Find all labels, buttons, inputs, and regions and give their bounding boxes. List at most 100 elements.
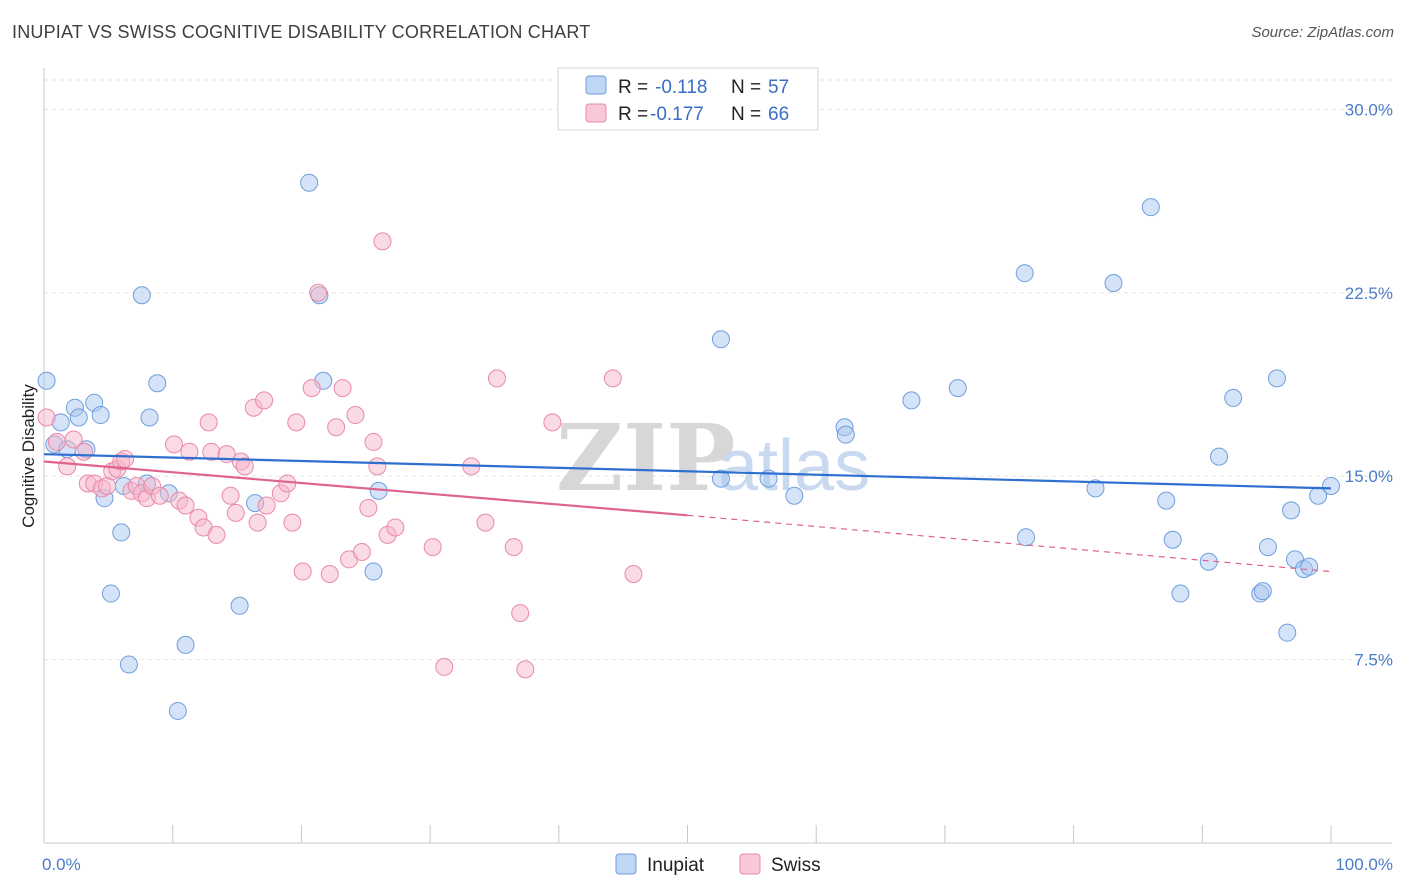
point-swiss-36 (257, 496, 276, 515)
series-legend: Inupiat Swiss (615, 853, 821, 876)
grid-lines (44, 79, 1392, 661)
legend-swatch-inupiat (615, 853, 637, 875)
point-swiss-3 (64, 430, 83, 449)
stats-r-value-inupiat: -0.118 (655, 77, 707, 98)
series-swiss (37, 232, 643, 679)
point-inupiat-34 (902, 391, 921, 410)
legend-label-swiss: Swiss (771, 855, 821, 876)
point-swiss-38 (278, 474, 297, 493)
stats-n-value-inupiat: 57 (768, 77, 789, 98)
point-inupiat-16 (140, 408, 159, 427)
point-inupiat-48 (1253, 582, 1272, 601)
point-inupiat-50 (1267, 369, 1286, 388)
axes (43, 68, 1392, 844)
point-swiss-29 (221, 486, 240, 505)
point-swiss-45 (327, 418, 346, 437)
point-inupiat-51 (1278, 623, 1297, 642)
point-swiss-64 (543, 413, 562, 432)
y-tick-label-3: 30.0% (1345, 100, 1393, 119)
point-inupiat-43 (1171, 584, 1190, 603)
point-inupiat-28 (711, 330, 730, 349)
point-inupiat-31 (785, 486, 804, 505)
point-inupiat-46 (1224, 388, 1243, 407)
source-label: Source: ZipAtlas.com (1251, 24, 1394, 41)
point-inupiat-19 (168, 701, 187, 720)
point-inupiat-52 (1282, 501, 1301, 520)
point-inupiat-23 (300, 173, 319, 192)
point-swiss-1 (47, 432, 66, 451)
point-inupiat-26 (364, 562, 383, 581)
y-axis-label: Cognitive Disability (19, 384, 38, 528)
point-swiss-18 (150, 486, 169, 505)
point-inupiat-8 (91, 406, 110, 425)
stats-swatch-inupiat (585, 75, 607, 95)
point-inupiat-13 (119, 655, 138, 674)
point-inupiat-42 (1163, 530, 1182, 549)
stats-n-label-inupiat: N = (731, 77, 761, 98)
point-swiss-43 (309, 283, 328, 302)
point-swiss-42 (302, 379, 321, 398)
point-swiss-40 (287, 413, 306, 432)
stats-r-label-swiss: R = (618, 104, 648, 125)
y-tick-label-1: 15.0% (1345, 467, 1393, 486)
point-swiss-51 (364, 432, 383, 451)
point-inupiat-11 (112, 523, 131, 542)
point-inupiat-35 (948, 379, 967, 398)
point-inupiat-0 (37, 371, 56, 390)
point-swiss-48 (346, 406, 365, 425)
point-swiss-53 (373, 232, 392, 251)
point-swiss-41 (293, 562, 312, 581)
data-points (37, 173, 1340, 720)
point-inupiat-20 (176, 635, 195, 654)
trend-line-inupiat (43, 453, 1332, 490)
stats-swatch-swiss (585, 103, 607, 123)
point-inupiat-49 (1258, 538, 1277, 557)
point-swiss-19 (164, 435, 183, 454)
point-swiss-62 (511, 604, 530, 623)
point-swiss-55 (386, 518, 405, 537)
stats-legend: R = -0.118 N = 57 R = -0.177 N = 66 (557, 67, 819, 131)
point-swiss-65 (603, 369, 622, 388)
point-swiss-27 (207, 525, 226, 544)
watermark: ZIP atlas (556, 404, 870, 512)
legend-swatch-swiss (739, 853, 761, 875)
point-swiss-34 (248, 513, 267, 532)
point-inupiat-14 (132, 286, 151, 305)
series-inupiat (37, 173, 1340, 720)
trend-line-swiss (43, 460, 688, 517)
watermark-zip: ZIP (556, 404, 735, 512)
point-swiss-44 (320, 564, 339, 583)
point-swiss-39 (283, 513, 302, 532)
point-inupiat-45 (1210, 447, 1229, 466)
point-swiss-57 (435, 657, 454, 676)
point-inupiat-33 (836, 425, 855, 444)
x-tick-label-start: 0.0% (42, 855, 81, 874)
point-swiss-30 (226, 503, 245, 522)
point-swiss-63 (516, 660, 535, 679)
point-swiss-12 (116, 450, 135, 469)
stats-n-label-swiss: N = (731, 104, 761, 125)
point-swiss-2 (58, 457, 77, 476)
x-tick-label-end: 100.0% (1335, 855, 1393, 874)
point-swiss-60 (488, 369, 507, 388)
stats-r-label-inupiat: R = (618, 77, 648, 98)
point-inupiat-36 (1015, 264, 1034, 283)
point-swiss-66 (624, 564, 643, 583)
point-swiss-49 (352, 542, 371, 561)
point-inupiat-41 (1157, 491, 1176, 510)
point-inupiat-40 (1141, 198, 1160, 217)
y-tick-label-2: 22.5% (1345, 284, 1393, 303)
point-swiss-61 (504, 538, 523, 557)
point-inupiat-37 (1016, 528, 1035, 547)
point-swiss-59 (476, 513, 495, 532)
point-swiss-0 (37, 408, 56, 427)
point-swiss-50 (359, 498, 378, 517)
point-inupiat-57 (1322, 476, 1340, 495)
stats-n-value-swiss: 66 (768, 104, 789, 125)
point-inupiat-29 (711, 469, 730, 488)
legend-label-inupiat: Inupiat (647, 855, 705, 876)
point-inupiat-10 (101, 584, 120, 603)
y-tick-labels: 7.5% 15.0% 22.5% 30.0% (1345, 100, 1393, 669)
stats-r-value-swiss: -0.177 (650, 104, 704, 125)
